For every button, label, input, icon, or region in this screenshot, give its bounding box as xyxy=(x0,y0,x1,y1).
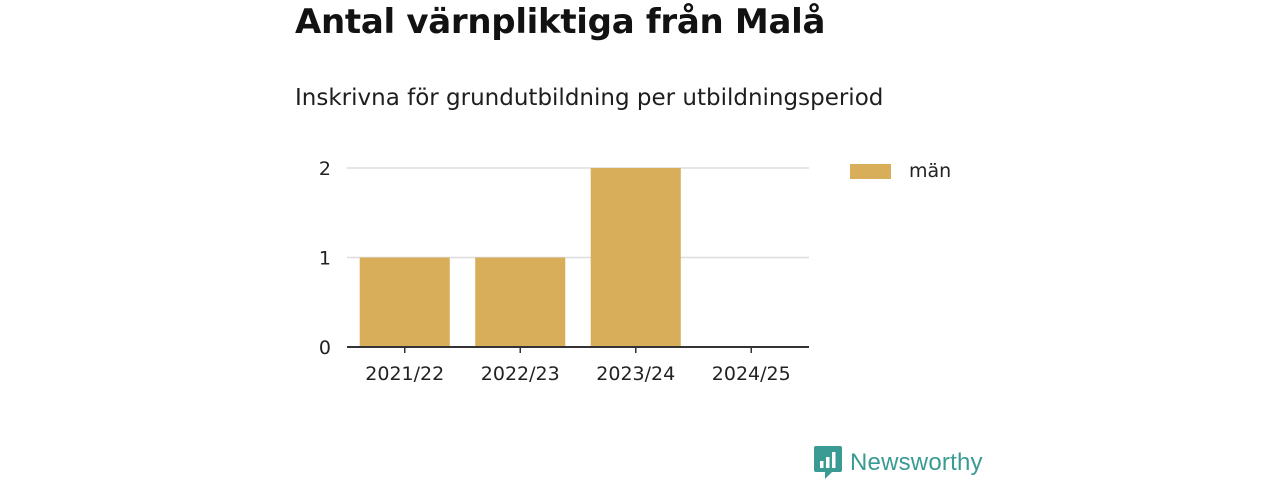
bar xyxy=(590,168,681,347)
bar-chart: 0 1 2 2021/22 2022/23 2023/24 2024/25 xyxy=(319,158,809,385)
y-tick-label: 0 xyxy=(319,337,331,359)
bar xyxy=(359,257,450,347)
chart-title: Antal värnpliktiga från Malå xyxy=(295,2,826,42)
bar-chart-speech-bubble-icon xyxy=(814,446,842,479)
x-tick-label: 2024/25 xyxy=(712,363,791,385)
chart-legend: män xyxy=(850,160,951,182)
brand-name: Newsworthy xyxy=(850,449,983,476)
x-tick-label: 2022/23 xyxy=(481,363,560,385)
y-tick-label: 2 xyxy=(319,158,331,180)
x-tick-label: 2021/22 xyxy=(365,363,444,385)
legend-swatch xyxy=(850,163,891,179)
bar xyxy=(475,257,566,347)
newsworthy-brand[interactable]: Newsworthy xyxy=(814,446,983,480)
y-tick-label: 1 xyxy=(319,248,331,270)
legend-label-man: män xyxy=(909,160,952,182)
x-tick-label: 2023/24 xyxy=(596,363,675,385)
chart-subtitle: Inskrivna för grundutbildning per utbild… xyxy=(295,85,884,111)
